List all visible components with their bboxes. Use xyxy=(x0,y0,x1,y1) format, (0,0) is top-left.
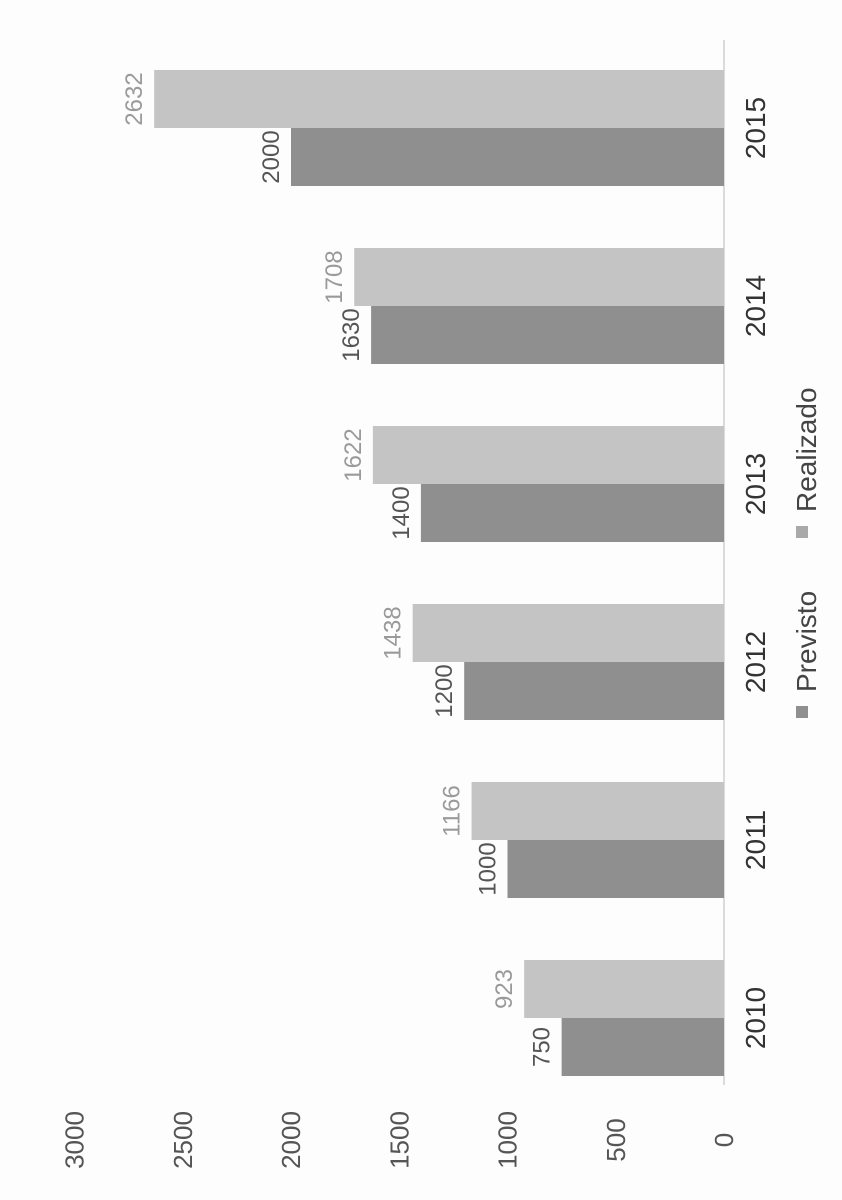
bar-realizado xyxy=(471,782,724,840)
data-label-realizado: 2632 xyxy=(121,72,148,125)
data-label-previsto: 1200 xyxy=(431,664,458,717)
legend-label: Realizado xyxy=(791,387,822,512)
data-label-previsto: 2000 xyxy=(258,130,285,183)
tick-label: 1500 xyxy=(384,1111,414,1169)
category-label: 2010 xyxy=(740,987,771,1049)
category-label: 2013 xyxy=(740,453,771,515)
legend-label: Previsto xyxy=(791,591,822,692)
legend-swatch xyxy=(796,706,808,718)
bar-previsto xyxy=(371,306,724,364)
category-label: 2012 xyxy=(740,631,771,693)
bar-realizado xyxy=(372,426,724,484)
category-label: 2011 xyxy=(740,810,771,870)
tick-label: 0 xyxy=(709,1133,739,1147)
data-label-realizado: 1166 xyxy=(439,785,466,837)
legend-swatch xyxy=(796,526,808,538)
bar-realizado xyxy=(154,70,724,128)
data-label-realizado: 923 xyxy=(491,969,518,1009)
data-label-realizado: 1708 xyxy=(321,250,348,303)
data-labels: 923 750 1166 1000 1438 1200 1622 1400 1708 1630 26… xyxy=(121,72,555,1067)
bar-previsto xyxy=(291,128,724,186)
bar-previsto xyxy=(507,840,724,898)
bar-realizado xyxy=(412,604,724,662)
legend: Previsto Realizado xyxy=(791,387,822,718)
data-label-previsto: 1400 xyxy=(388,486,415,539)
category-label: 2015 xyxy=(740,97,771,159)
tick-label: 1000 xyxy=(493,1111,523,1169)
data-label-previsto: 1630 xyxy=(338,308,365,361)
category-labels: 2010 2011 2012 2013 2014 2015 xyxy=(740,97,771,1049)
data-label-realizado: 1622 xyxy=(340,428,367,481)
tick-label: 2000 xyxy=(276,1111,306,1169)
bar-previsto xyxy=(420,484,724,542)
bar-previsto xyxy=(561,1018,724,1076)
bar-previsto xyxy=(464,662,724,720)
category-label: 2014 xyxy=(740,275,771,337)
data-label-realizado: 1438 xyxy=(380,606,407,659)
bar-realizado xyxy=(354,248,724,306)
data-label-previsto: 750 xyxy=(529,1027,556,1067)
tick-label: 500 xyxy=(601,1118,631,1161)
bars xyxy=(154,70,724,1076)
tick-label: 3000 xyxy=(60,1111,90,1169)
bar-realizado xyxy=(524,960,724,1018)
value-axis: 0 500 1000 1500 2000 2500 3000 xyxy=(60,40,739,1169)
data-label-previsto: 1000 xyxy=(475,842,502,895)
tick-label: 2500 xyxy=(168,1111,198,1169)
